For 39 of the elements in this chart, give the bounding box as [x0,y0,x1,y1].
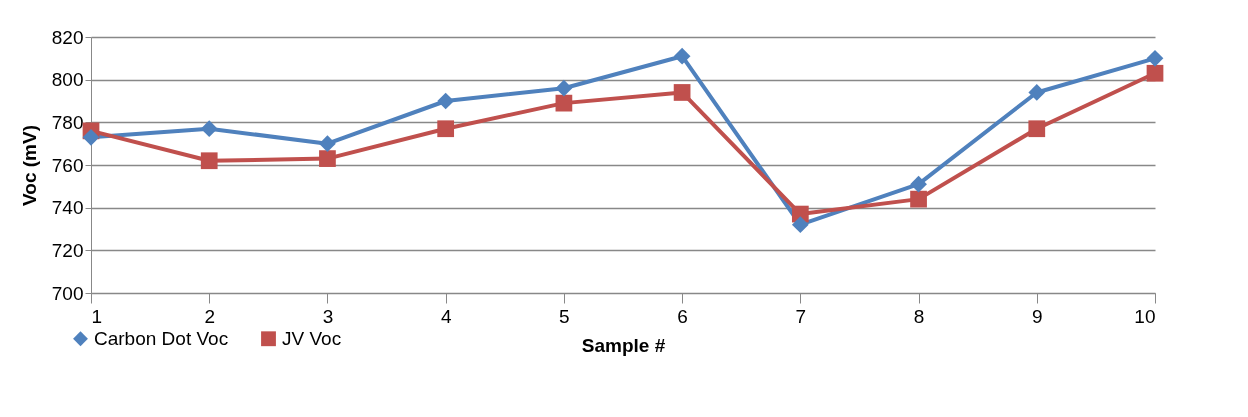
x-tick-label: 8 [913,305,925,327]
point [1028,84,1046,101]
point [673,47,691,65]
x-tick-label: 1 [91,305,103,327]
point [1146,49,1164,67]
legend-label: JV Voc [282,327,342,349]
legend-label: Carbon Dot Voc [94,327,229,349]
point [910,175,927,193]
y-axis-title: Voc (mV) [18,125,40,206]
y-tick-label: 780 [51,111,84,133]
y-tick-label: 700 [51,282,84,304]
y-tick-label: 800 [51,69,84,91]
point [555,94,573,112]
point [82,128,100,146]
y-tick-label: 740 [51,197,84,219]
x-tick-label: 2 [204,305,216,327]
point [319,150,336,167]
point [1146,64,1164,82]
point [673,84,691,101]
x-tick-label: 9 [1031,305,1043,327]
point [200,152,218,170]
x-tick-label: 7 [795,305,807,327]
x-axis-title: Sample # [581,334,666,356]
x-tick-label: 5 [559,305,570,327]
point [437,120,455,138]
y-tick-label: 720 [51,239,84,261]
x-tick-label: 6 [677,305,688,327]
point [555,79,573,97]
point [200,120,218,138]
x-tick-label: 3 [322,305,334,327]
point [437,92,455,110]
x-tick-label: 10 [1134,305,1156,327]
point [791,216,809,234]
y-tick-label: 760 [51,154,84,176]
point [1028,120,1046,138]
x-tick-label: 4 [440,305,452,327]
point [910,190,927,208]
y-tick-label: 820 [51,26,84,48]
point [319,135,336,153]
